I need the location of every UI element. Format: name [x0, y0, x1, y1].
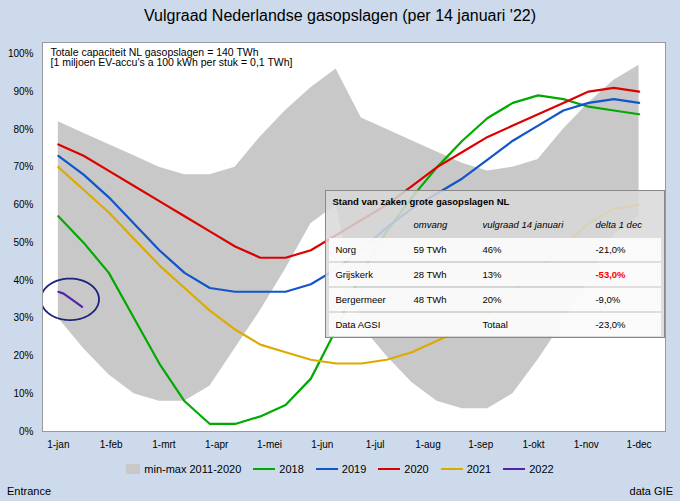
- html-text:2018: 2018: [279, 463, 304, 475]
- svg-text:1-mei: 1-mei: [257, 439, 282, 450]
- svg-text:10%: 10%: [13, 388, 33, 399]
- html-text:-23,0%: -23,0%: [595, 318, 626, 330]
- html-text:Norg: Norg: [335, 243, 356, 255]
- svg-text:1-dec: 1-dec: [627, 439, 652, 450]
- svg-text:1-jan: 1-jan: [47, 439, 69, 450]
- svg-text:1-nov: 1-nov: [574, 439, 599, 450]
- html-text:2022: 2022: [529, 463, 554, 475]
- html-text:2019: 2019: [341, 463, 367, 475]
- html-text:20%: 20%: [482, 293, 502, 305]
- html-text:Totaal: Totaal: [482, 318, 508, 330]
- svg-text:Totale capaciteit NL gasopslag: Totale capaciteit NL gasopslagen = 140 T…: [51, 46, 293, 69]
- html-text:2020: 2020: [404, 463, 429, 475]
- html-text:vulgraad 14 januari: vulgraad 14 januari: [482, 218, 564, 230]
- html-text:omvang: omvang: [413, 218, 448, 230]
- svg-text:50%: 50%: [13, 237, 33, 248]
- html-text:2021: 2021: [466, 463, 492, 475]
- svg-text:90%: 90%: [13, 86, 33, 97]
- html-text:Stand van zaken grote gasopsla: Stand van zaken grote gasopslagen NL: [332, 195, 510, 207]
- svg-text:1-mrt: 1-mrt: [152, 439, 176, 450]
- svg-text:1-sep: 1-sep: [468, 439, 493, 450]
- svg-text:1-apr: 1-apr: [205, 439, 229, 450]
- svg-text:1-feb: 1-feb: [100, 439, 123, 450]
- svg-text:100%: 100%: [8, 48, 34, 59]
- svg-text:60%: 60%: [13, 199, 33, 210]
- svg-text:1-jul: 1-jul: [366, 439, 385, 450]
- html-text:46%: 46%: [482, 243, 502, 255]
- svg-text:20%: 20%: [13, 350, 33, 361]
- svg-text:70%: 70%: [13, 161, 33, 172]
- html-text:delta 1 dec: delta 1 dec: [595, 218, 642, 230]
- html-text:Bergermeer: Bergermeer: [335, 293, 386, 305]
- svg-text:40%: 40%: [13, 275, 33, 286]
- html-text:Data AGSI: Data AGSI: [335, 318, 381, 330]
- html-text:-9,0%: -9,0%: [595, 293, 621, 305]
- svg-text:80%: 80%: [13, 124, 33, 135]
- svg-text:1-aug: 1-aug: [415, 439, 441, 450]
- html-text:data GIE: data GIE: [629, 485, 673, 497]
- html-text:13%: 13%: [482, 268, 502, 280]
- svg-text:1-okt: 1-okt: [522, 439, 544, 450]
- html-text:-53,0%: -53,0%: [595, 268, 626, 280]
- html-text:59 TWh: 59 TWh: [413, 243, 447, 255]
- html-text:-21,0%: -21,0%: [595, 243, 626, 255]
- svg-text:30%: 30%: [13, 312, 33, 323]
- html-text:28 TWh: 28 TWh: [413, 268, 447, 280]
- svg-text:1-jun: 1-jun: [311, 439, 333, 450]
- html-text:Vulgraad Nederlandse gasopslag: Vulgraad Nederlandse gasopslagen (per 14…: [144, 7, 536, 24]
- html-text:48 TWh: 48 TWh: [413, 293, 447, 305]
- html-text:min-max 2011-2020: min-max 2011-2020: [144, 463, 242, 475]
- html-text:Entrance: Entrance: [7, 485, 51, 497]
- html-text:Grijskerk: Grijskerk: [335, 268, 373, 280]
- svg-text:0%: 0%: [19, 426, 34, 437]
